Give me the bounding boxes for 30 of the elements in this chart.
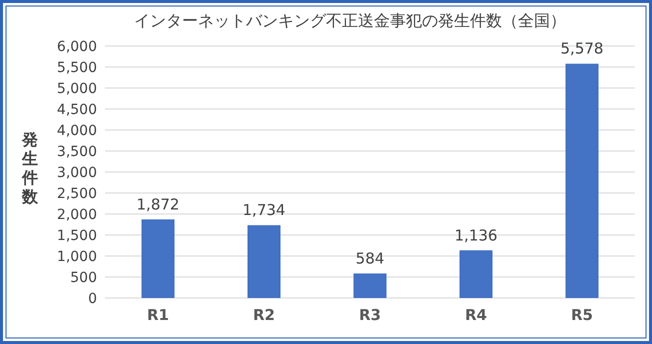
y-tick-label: 500	[70, 270, 97, 286]
x-tick-label: R1	[147, 306, 169, 324]
x-tick-label: R3	[359, 306, 381, 324]
y-tick-label: 5,500	[56, 60, 97, 76]
chart-title: インターネットバンキング不正送金事犯の発生件数（全国）	[134, 11, 566, 30]
data-label: 1,872	[136, 195, 180, 214]
data-label: 584	[356, 249, 384, 268]
x-tick-label: R2	[253, 306, 275, 324]
y-tick-label: 4,500	[56, 102, 97, 118]
y-tick-label: 1,000	[56, 249, 97, 265]
y-tick-label: 6,000	[56, 39, 97, 55]
data-label: 5,578	[560, 40, 604, 58]
y-tick-label: 4,000	[56, 123, 97, 139]
y-tick-label: 3,000	[56, 165, 97, 181]
y-tick-label: 2,000	[56, 207, 97, 223]
x-tick-label: R4	[465, 306, 487, 324]
data-label: 1,136	[454, 226, 498, 244]
x-tick-label: R5	[571, 306, 593, 324]
bar	[142, 219, 174, 298]
y-tick-label: 2,500	[56, 186, 97, 202]
y-tick-label: 3,500	[56, 144, 97, 160]
y-tick-label: 5,000	[56, 81, 97, 97]
bar	[354, 273, 386, 298]
bar	[566, 64, 598, 298]
bar	[460, 250, 492, 298]
bar	[248, 225, 280, 298]
data-label: 1,734	[242, 201, 286, 220]
y-tick-label: 0	[88, 291, 97, 307]
y-tick-label: 1,500	[56, 228, 97, 244]
y-axis-title: 発生件数	[21, 130, 39, 206]
